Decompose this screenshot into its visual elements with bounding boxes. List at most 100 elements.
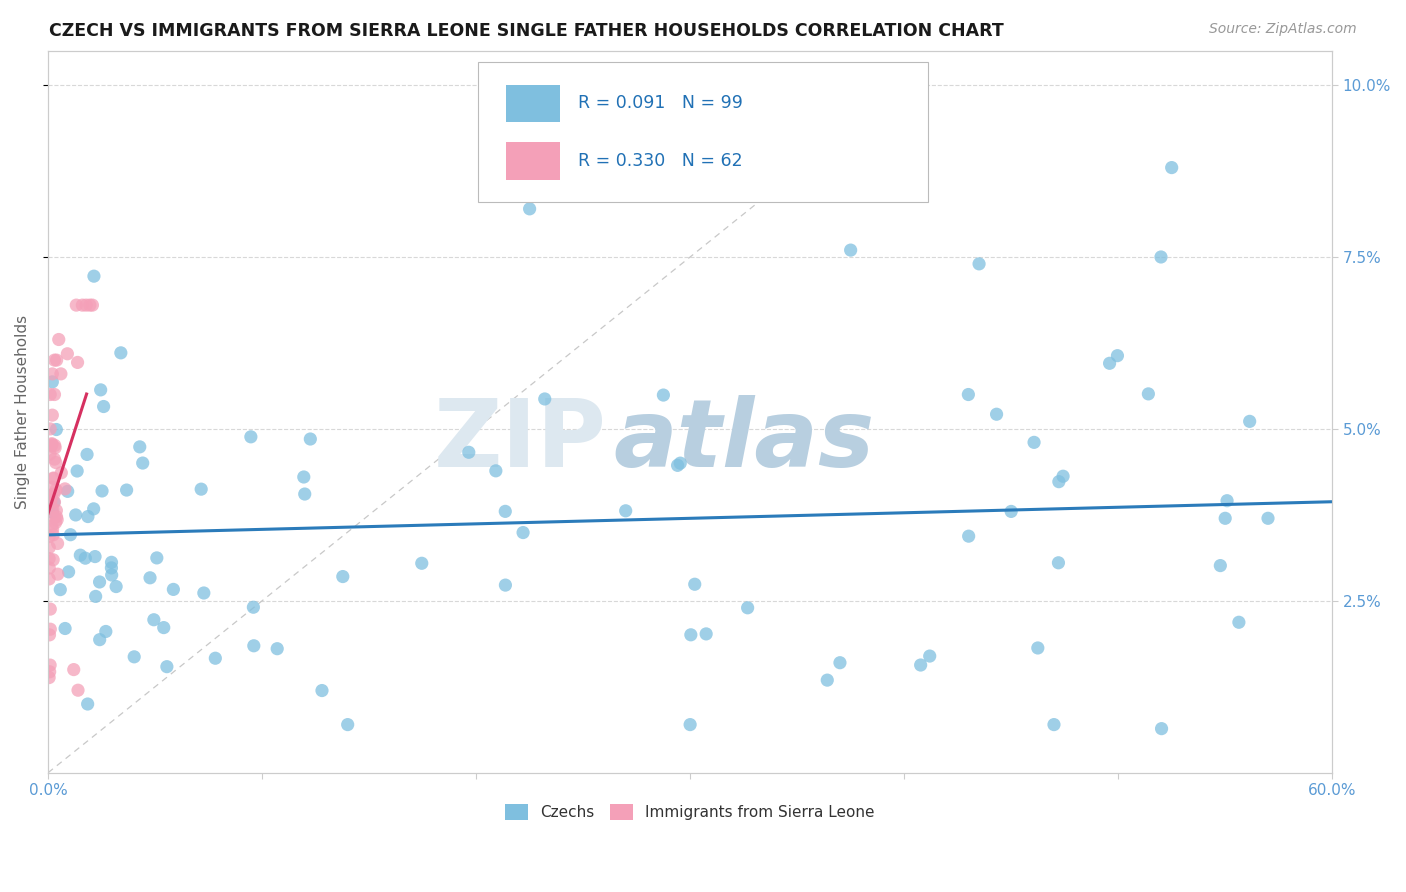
Point <box>494 504 516 518</box>
Point <box>100 561 122 575</box>
Point <box>1047 556 1070 570</box>
FancyBboxPatch shape <box>506 85 561 122</box>
Point <box>42 471 65 485</box>
Point <box>39 622 62 636</box>
Point <box>100 555 122 569</box>
Point <box>146 550 169 565</box>
Point <box>512 525 534 540</box>
Point <box>128 440 150 454</box>
Legend: Czechs, Immigrants from Sierra Leone: Czechs, Immigrants from Sierra Leone <box>499 798 882 827</box>
Point <box>957 387 980 401</box>
Point <box>41 480 63 494</box>
Point <box>75 298 97 312</box>
Point <box>737 600 759 615</box>
Text: ZIP: ZIP <box>434 394 606 487</box>
Point <box>77 509 100 524</box>
Point <box>90 383 112 397</box>
Point <box>46 536 69 550</box>
Point <box>66 464 89 478</box>
Point <box>519 202 541 216</box>
Point <box>695 627 717 641</box>
Point <box>38 628 60 642</box>
Point <box>41 375 63 389</box>
Point <box>41 437 63 451</box>
Point <box>42 487 65 501</box>
Point <box>42 495 65 509</box>
Point <box>336 717 359 731</box>
Point <box>82 298 104 312</box>
Point <box>41 519 63 533</box>
Point <box>45 353 67 368</box>
Point <box>49 582 72 597</box>
Point <box>46 513 69 527</box>
Point <box>49 367 72 381</box>
Point <box>652 388 675 402</box>
Point <box>76 697 98 711</box>
Point <box>38 665 60 679</box>
Point <box>39 658 62 673</box>
Point <box>45 483 67 497</box>
Y-axis label: Single Father Households: Single Father Households <box>15 315 30 508</box>
Point <box>1043 717 1066 731</box>
Point <box>332 569 354 583</box>
Point <box>243 639 266 653</box>
Point <box>666 458 689 473</box>
Point <box>83 269 105 284</box>
Point <box>139 571 162 585</box>
Text: atlas: atlas <box>613 394 875 487</box>
Point <box>66 683 89 698</box>
Point <box>42 502 65 516</box>
Point <box>41 436 63 450</box>
Point <box>75 551 97 566</box>
Point <box>1150 250 1173 264</box>
Point <box>89 574 111 589</box>
Point <box>44 510 66 524</box>
FancyBboxPatch shape <box>478 62 928 202</box>
Point <box>45 503 67 517</box>
Point <box>94 624 117 639</box>
Point <box>38 551 60 566</box>
Point <box>38 541 60 555</box>
Point <box>839 243 862 257</box>
Point <box>84 549 107 564</box>
Point <box>122 649 145 664</box>
Point <box>683 577 706 591</box>
Point <box>204 651 226 665</box>
Point <box>44 438 66 452</box>
Point <box>957 529 980 543</box>
Point <box>41 522 63 536</box>
Point <box>1150 722 1173 736</box>
Point <box>1239 414 1261 428</box>
Point <box>614 504 637 518</box>
Point <box>39 490 62 504</box>
Point <box>45 509 67 524</box>
Point <box>132 456 155 470</box>
Point <box>39 439 62 453</box>
Point <box>45 456 67 470</box>
Point <box>58 565 80 579</box>
Point <box>39 387 62 401</box>
Point <box>1022 435 1045 450</box>
Point <box>152 621 174 635</box>
Point <box>162 582 184 597</box>
Point <box>83 501 105 516</box>
Point <box>156 659 179 673</box>
Point <box>48 333 70 347</box>
Text: R = 0.091   N = 99: R = 0.091 N = 99 <box>578 95 744 112</box>
Point <box>485 464 508 478</box>
Point <box>45 516 67 530</box>
Point <box>42 528 65 542</box>
Point <box>84 590 107 604</box>
Point <box>59 527 82 541</box>
Point <box>39 496 62 510</box>
Point <box>39 493 62 508</box>
Point <box>193 586 215 600</box>
Text: R = 0.330   N = 62: R = 0.330 N = 62 <box>578 153 742 170</box>
Point <box>1160 161 1182 175</box>
Point <box>46 567 69 582</box>
Point <box>1216 493 1239 508</box>
Point <box>44 441 66 455</box>
Point <box>669 456 692 470</box>
Point <box>79 298 101 312</box>
Point <box>457 445 479 459</box>
